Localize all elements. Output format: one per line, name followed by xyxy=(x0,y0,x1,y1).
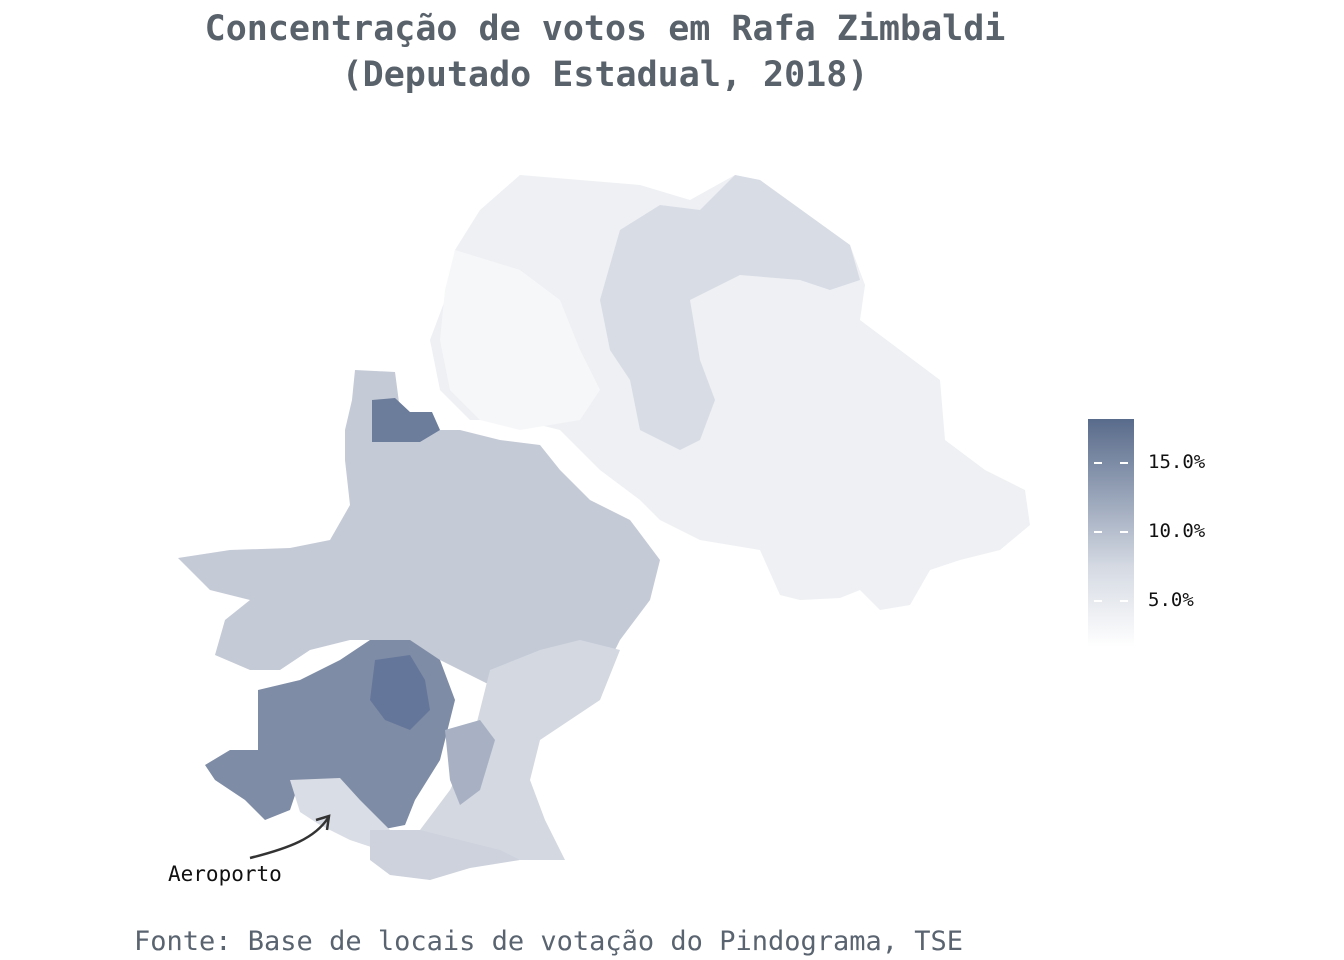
legend-label-10: 10.0% xyxy=(1148,520,1206,542)
legend-colorbar xyxy=(1088,419,1134,647)
region-core xyxy=(370,655,430,730)
region-north-west-patch xyxy=(372,398,440,442)
map-title-line-1: Concentração de votos em Rafa Zimbaldi xyxy=(204,9,1006,49)
legend-label-5: 5.0% xyxy=(1148,589,1194,611)
region-west xyxy=(178,370,660,700)
region-airport xyxy=(290,778,390,850)
region-south-tail xyxy=(370,830,520,880)
region-south-east xyxy=(420,640,620,860)
legend-label-15: 15.0% xyxy=(1148,451,1206,473)
region-north-east xyxy=(430,175,1030,610)
source-caption: Fonte: Base de locais de votação do Pind… xyxy=(134,926,964,957)
region-north-pale xyxy=(440,250,600,430)
map-title-line-2: (Deputado Estadual, 2018) xyxy=(341,55,869,95)
map-title: Concentração de votos em Rafa Zimbaldi (… xyxy=(0,6,1210,98)
annotation-arrowhead xyxy=(315,814,331,831)
annotation-label: Aeroporto xyxy=(168,862,282,886)
region-north-band xyxy=(600,175,860,450)
region-east-patch xyxy=(445,720,495,805)
annotation-arrow xyxy=(249,817,330,860)
